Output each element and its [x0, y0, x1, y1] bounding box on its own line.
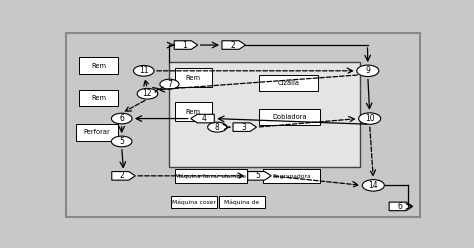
- Bar: [175, 169, 246, 184]
- Circle shape: [111, 113, 132, 124]
- Text: Rem: Rem: [91, 95, 106, 101]
- Polygon shape: [233, 123, 256, 131]
- Text: 10: 10: [365, 114, 374, 123]
- Text: 14: 14: [368, 181, 378, 190]
- Text: Engrapadora: Engrapadora: [272, 174, 311, 179]
- Circle shape: [134, 65, 154, 76]
- Circle shape: [208, 122, 227, 132]
- Text: Rem: Rem: [186, 74, 201, 81]
- Text: 11: 11: [139, 66, 148, 75]
- Text: Cizalla: Cizalla: [278, 80, 300, 86]
- Bar: [76, 124, 118, 141]
- Text: Rem: Rem: [186, 109, 201, 115]
- Circle shape: [357, 65, 379, 77]
- Text: Dobladora: Dobladora: [273, 114, 307, 120]
- Polygon shape: [112, 172, 135, 180]
- Text: Máquina coser: Máquina coser: [172, 199, 216, 205]
- Bar: [263, 169, 320, 184]
- Polygon shape: [248, 172, 271, 180]
- Text: 8: 8: [215, 123, 219, 132]
- Text: 2: 2: [120, 171, 125, 180]
- Text: 5: 5: [256, 171, 261, 180]
- Text: Máquina forrar alambre: Máquina forrar alambre: [175, 174, 246, 179]
- Bar: [171, 196, 217, 208]
- Bar: [259, 75, 318, 91]
- Text: Rem: Rem: [91, 62, 106, 68]
- Bar: [219, 196, 265, 208]
- Bar: [80, 58, 118, 74]
- Polygon shape: [389, 202, 413, 211]
- Circle shape: [160, 79, 179, 89]
- Bar: [175, 102, 212, 122]
- Circle shape: [362, 180, 384, 191]
- Bar: [169, 62, 360, 167]
- Polygon shape: [191, 114, 214, 123]
- Text: 7: 7: [167, 80, 172, 89]
- Text: 3: 3: [241, 123, 246, 132]
- Circle shape: [111, 136, 132, 147]
- Circle shape: [137, 88, 158, 99]
- Circle shape: [359, 113, 381, 124]
- Text: 9: 9: [365, 66, 370, 75]
- Text: Perforar: Perforar: [83, 129, 110, 135]
- Text: 6: 6: [119, 114, 124, 123]
- Text: 2: 2: [230, 40, 235, 50]
- Text: 4: 4: [201, 114, 206, 123]
- Bar: [80, 90, 118, 106]
- Text: 5: 5: [119, 137, 124, 146]
- Text: Máquina de: Máquina de: [225, 199, 260, 205]
- Polygon shape: [222, 41, 246, 49]
- Text: 6: 6: [397, 202, 402, 211]
- Text: 1: 1: [182, 40, 187, 50]
- Bar: [259, 109, 320, 125]
- Bar: [175, 68, 212, 87]
- Text: 12: 12: [143, 89, 152, 98]
- Polygon shape: [174, 41, 198, 49]
